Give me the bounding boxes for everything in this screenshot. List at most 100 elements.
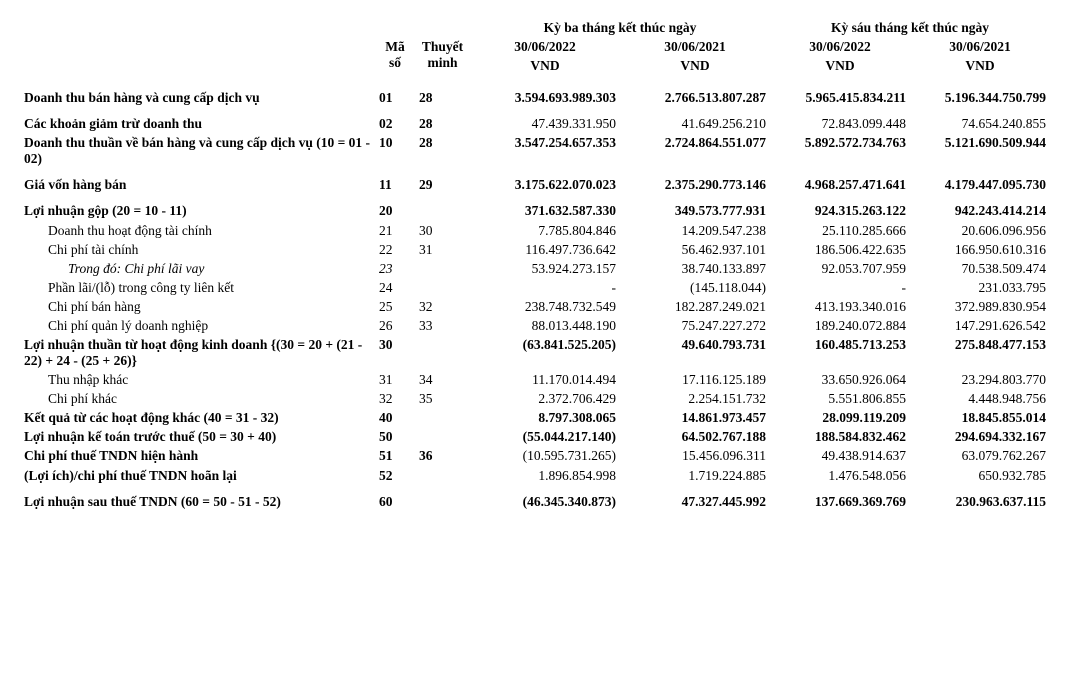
row-tm [415, 278, 470, 297]
row-label: Chi phí bán hàng [20, 297, 375, 316]
row-tm: 28 [415, 133, 470, 168]
table-row: Doanh thu hoạt động tài chính 21 30 7.78… [20, 221, 1050, 240]
cell: 230.963.637.115 [910, 492, 1050, 511]
row-ms: 22 [375, 240, 415, 259]
row-ms: 10 [375, 133, 415, 168]
table-row: Lợi nhuận gộp (20 = 10 - 11) 20 371.632.… [20, 202, 1050, 221]
cell: 4.179.447.095.730 [910, 176, 1050, 195]
cell: 5.121.690.509.944 [910, 133, 1050, 168]
row-ms: 51 [375, 447, 415, 466]
cell: 1.476.548.056 [770, 466, 910, 485]
row-label: Trong đó: Chi phí lãi vay [20, 259, 375, 278]
table-row: Lợi nhuận thuần từ hoạt động kinh doanh … [20, 335, 1050, 370]
row-label: Lợi nhuận sau thuế TNDN (60 = 50 - 51 - … [20, 492, 375, 511]
cell: 189.240.072.884 [770, 316, 910, 335]
row-tm: 33 [415, 316, 470, 335]
row-label: Giá vốn hàng bán [20, 176, 375, 195]
unit-q6b: VND [910, 56, 1050, 75]
cell: (63.841.525.205) [470, 335, 620, 370]
table-row: Chi phí quản lý doanh nghiệp 26 33 88.01… [20, 316, 1050, 335]
row-label: Chi phí tài chính [20, 240, 375, 259]
cell: 74.654.240.855 [910, 114, 1050, 133]
cell: 14.209.547.238 [620, 221, 770, 240]
cell: 5.551.806.855 [770, 390, 910, 409]
cell: 47.439.331.950 [470, 114, 620, 133]
cell: 23.294.803.770 [910, 371, 1050, 390]
cell: 72.843.099.448 [770, 114, 910, 133]
cell: 137.669.369.769 [770, 492, 910, 511]
cell: 650.932.785 [910, 466, 1050, 485]
table-row: Lợi nhuận kế toán trước thuế (50 = 30 + … [20, 428, 1050, 447]
cell: 56.462.937.101 [620, 240, 770, 259]
cell: 182.287.249.021 [620, 297, 770, 316]
row-tm: 35 [415, 390, 470, 409]
cell: 231.033.795 [910, 278, 1050, 297]
cell: 8.797.308.065 [470, 409, 620, 428]
cell: 924.315.263.122 [770, 202, 910, 221]
row-tm [415, 428, 470, 447]
cell: 49.640.793.731 [620, 335, 770, 370]
row-ms: 25 [375, 297, 415, 316]
period6-title: Kỳ sáu tháng kết thúc ngày [770, 18, 1050, 37]
unit-q3a: VND [470, 56, 620, 75]
row-tm [415, 335, 470, 370]
cell: 413.193.340.016 [770, 297, 910, 316]
row-label: Doanh thu bán hàng và cung cấp dịch vụ [20, 88, 375, 107]
cell: (145.118.044) [620, 278, 770, 297]
row-label: Doanh thu thuần về bán hàng và cung cấp … [20, 133, 375, 168]
cell: 64.502.767.188 [620, 428, 770, 447]
cell: 49.438.914.637 [770, 447, 910, 466]
cell: 53.924.273.157 [470, 259, 620, 278]
cell: 238.748.732.549 [470, 297, 620, 316]
table-row: (Lợi ích)/chi phí thuế TNDN hoãn lại 52 … [20, 466, 1050, 485]
cell: 186.506.422.635 [770, 240, 910, 259]
row-label: Phần lãi/(lỗ) trong công ty liên kết [20, 278, 375, 297]
cell: 294.694.332.167 [910, 428, 1050, 447]
cell: 20.606.096.956 [910, 221, 1050, 240]
row-label: Kết quả từ các hoạt động khác (40 = 31 -… [20, 409, 375, 428]
cell: 4.968.257.471.641 [770, 176, 910, 195]
table-row: Các khoản giảm trừ doanh thu 02 28 47.43… [20, 114, 1050, 133]
col-tm-header: Thuyết minh [415, 37, 470, 75]
cell: 2.724.864.551.077 [620, 133, 770, 168]
row-label: Chi phí thuế TNDN hiện hành [20, 447, 375, 466]
row-label: Các khoản giảm trừ doanh thu [20, 114, 375, 133]
row-ms: 52 [375, 466, 415, 485]
row-label: Doanh thu hoạt động tài chính [20, 221, 375, 240]
row-tm: 34 [415, 371, 470, 390]
table-row: Thu nhập khác 31 34 11.170.014.494 17.11… [20, 371, 1050, 390]
row-tm: 32 [415, 297, 470, 316]
cell: 25.110.285.666 [770, 221, 910, 240]
period3-title: Kỳ ba tháng kết thúc ngày [470, 18, 770, 37]
cell: 2.254.151.732 [620, 390, 770, 409]
table-row: Phần lãi/(lỗ) trong công ty liên kết 24 … [20, 278, 1050, 297]
cell: 5.965.415.834.211 [770, 88, 910, 107]
row-label: Lợi nhuận gộp (20 = 10 - 11) [20, 202, 375, 221]
cell: 14.861.973.457 [620, 409, 770, 428]
cell: 63.079.762.267 [910, 447, 1050, 466]
hdr-q3-2022: 30/06/2022 [470, 37, 620, 56]
row-label: Chi phí khác [20, 390, 375, 409]
hdr-q6-2021: 30/06/2021 [910, 37, 1050, 56]
cell: - [470, 278, 620, 297]
cell: 15.456.096.311 [620, 447, 770, 466]
row-tm [415, 202, 470, 221]
cell: 88.013.448.190 [470, 316, 620, 335]
cell: (46.345.340.873) [470, 492, 620, 511]
cell: - [770, 278, 910, 297]
row-tm: 29 [415, 176, 470, 195]
row-ms: 21 [375, 221, 415, 240]
cell: 70.538.509.474 [910, 259, 1050, 278]
unit-q3b: VND [620, 56, 770, 75]
row-label: (Lợi ích)/chi phí thuế TNDN hoãn lại [20, 466, 375, 485]
cell: 371.632.587.330 [470, 202, 620, 221]
row-ms: 11 [375, 176, 415, 195]
row-tm: 31 [415, 240, 470, 259]
table-row: Chi phí bán hàng 25 32 238.748.732.549 1… [20, 297, 1050, 316]
row-ms: 32 [375, 390, 415, 409]
row-tm [415, 466, 470, 485]
col-ms-header: Mã số [375, 37, 415, 75]
row-ms: 60 [375, 492, 415, 511]
cell: 2.766.513.807.287 [620, 88, 770, 107]
cell: 2.375.290.773.146 [620, 176, 770, 195]
